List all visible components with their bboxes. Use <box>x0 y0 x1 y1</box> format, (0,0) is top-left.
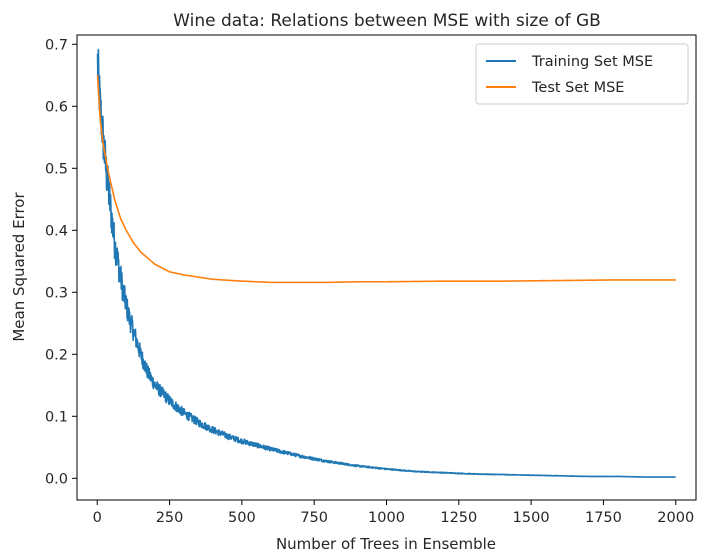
plot-frame <box>76 34 697 501</box>
y-tick-label: 0.1 <box>45 409 68 425</box>
legend: Training Set MSE Test Set MSE <box>475 43 689 105</box>
series-line-test <box>96 75 677 284</box>
x-tick-label: 1250 <box>440 510 477 526</box>
y-tick-label: 0.3 <box>45 285 68 301</box>
y-tick-label: 0.6 <box>45 99 68 115</box>
x-tick-label: 750 <box>300 510 328 526</box>
series-layer <box>96 48 677 478</box>
series-line-training <box>96 48 677 478</box>
legend-label-test: Test Set MSE <box>531 80 624 96</box>
x-axis-label: Number of Trees in Ensemble <box>276 535 496 553</box>
x-tick-label: 1000 <box>368 510 405 526</box>
legend-label-training: Training Set MSE <box>531 54 653 70</box>
x-tick-label: 1750 <box>585 510 622 526</box>
y-tick-label: 0.7 <box>45 37 68 53</box>
y-tick-label: 0.4 <box>45 223 68 239</box>
x-axis-ticks: 0 250 500 750 1000 1250 1500 1750 2000 <box>93 500 694 526</box>
y-tick-label: 0.5 <box>45 161 68 177</box>
y-axis-ticks: 0.0 0.1 0.2 0.3 0.4 0.5 0.6 0.7 <box>45 37 77 487</box>
y-axis-label: Mean Squared Error <box>10 192 28 342</box>
x-tick-label: 500 <box>228 510 256 526</box>
y-tick-label: 0.0 <box>45 471 68 487</box>
x-tick-label: 0 <box>93 510 102 526</box>
y-tick-label: 0.2 <box>45 347 68 363</box>
x-tick-label: 1500 <box>513 510 550 526</box>
x-tick-label: 2000 <box>657 510 694 526</box>
x-tick-label: 250 <box>156 510 184 526</box>
chart-title: Wine data: Relations between MSE with si… <box>173 11 601 31</box>
legend-box <box>475 43 689 105</box>
